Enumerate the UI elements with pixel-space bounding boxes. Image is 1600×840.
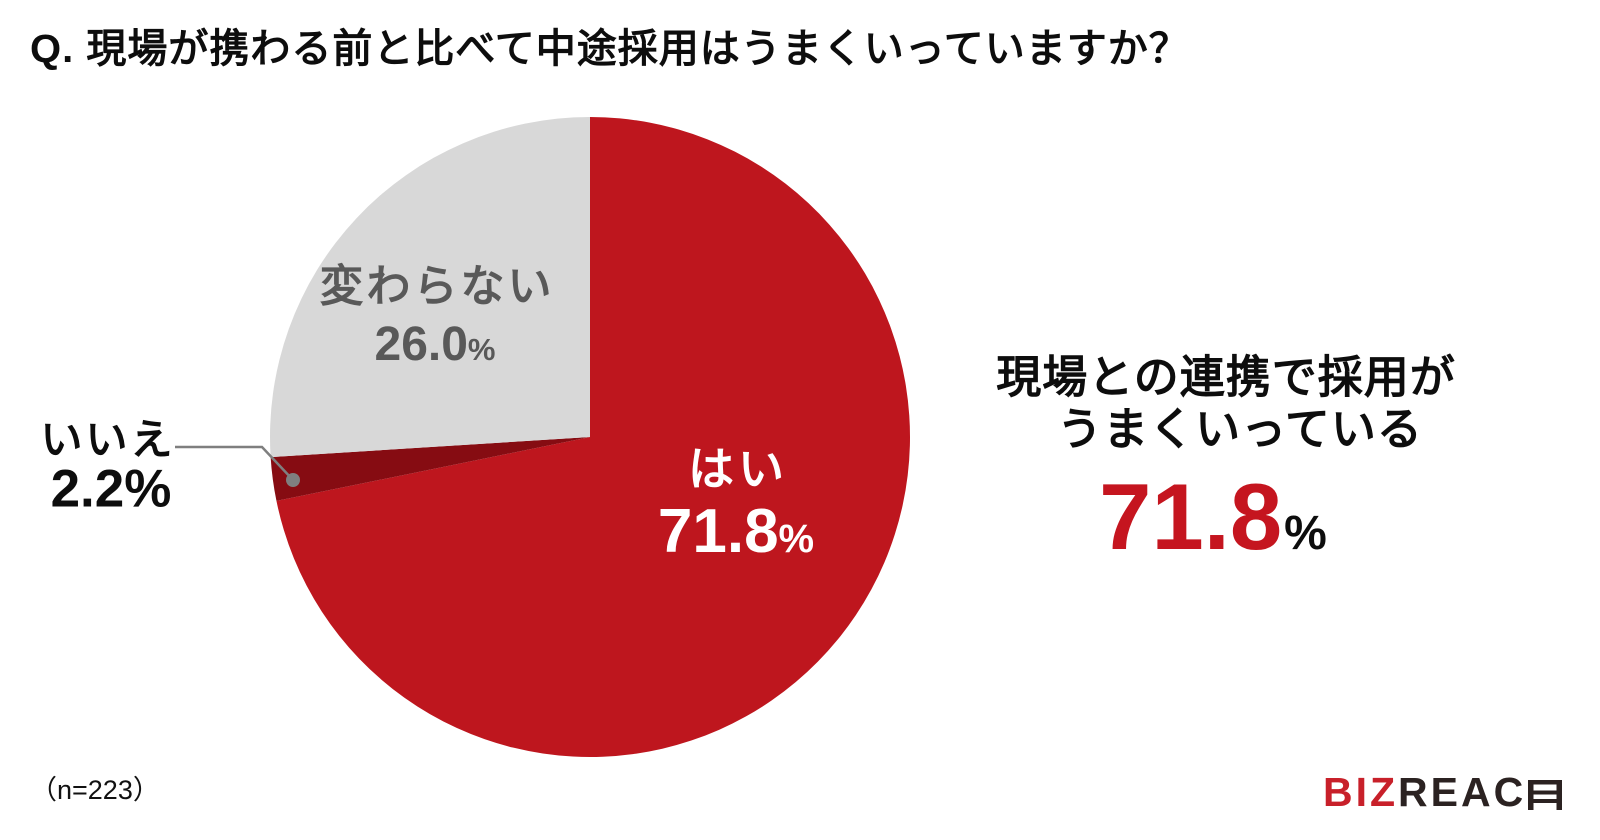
callout-text-line2: うまくいっている (1057, 403, 1423, 455)
slice-value-yes: 71.8% (658, 501, 814, 563)
logo-text-reac: REAC (1398, 769, 1527, 815)
slice-value-unchanged: 26.0% (375, 321, 496, 369)
percent-sign: % (778, 517, 815, 561)
slice-value-yes-number: 71.8 (657, 497, 779, 566)
percent-sign: % (124, 459, 172, 519)
leader-line (175, 445, 294, 481)
pie-slice-unchanged (269, 117, 590, 458)
slice-value-unchanged-number: 26.0 (374, 318, 468, 371)
pie-slices-group (269, 117, 911, 757)
slice-value-no-number: 2.2 (50, 459, 125, 519)
slice-label-unchanged: 変わらない (319, 262, 555, 311)
bizreach-logo: BIZ REAC (1323, 769, 1563, 815)
leader-line-dot (286, 473, 300, 487)
page-title: Q. 現場が携わる前と比べて中途採用はうまくいっていますか？ (30, 27, 1190, 71)
sample-size-note: （n=223） (30, 775, 160, 805)
slice-value-no: 2.2% (51, 463, 172, 516)
logo-text-biz: BIZ (1323, 769, 1399, 815)
pie-slice-yes (276, 117, 911, 757)
callout-text-line1: 現場との連携で採用が (996, 351, 1456, 403)
slice-label-yes: はい (688, 443, 788, 495)
pie-slice-no (270, 437, 590, 501)
percent-sign: % (467, 332, 496, 367)
callout-value-number: 71.8 (1099, 464, 1283, 569)
slice-label-no: いいえ (40, 416, 176, 463)
percent-sign: % (1284, 507, 1327, 560)
leader-line-group (175, 445, 300, 487)
callout-value: 71.8% (1099, 470, 1327, 564)
logo-ladder-h-icon (1528, 780, 1563, 810)
